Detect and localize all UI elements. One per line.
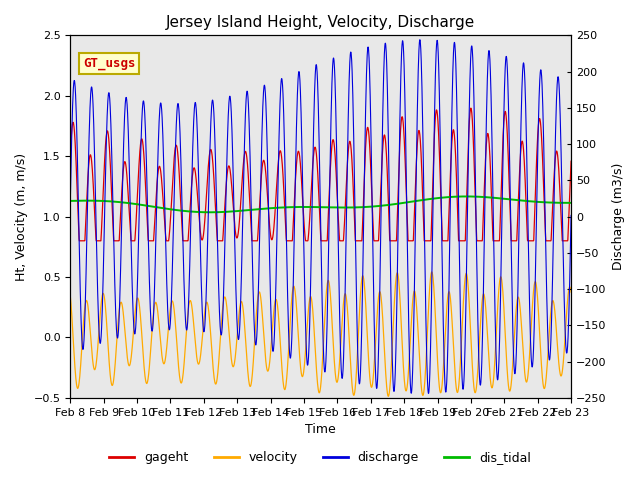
discharge xyxy=(424,391,432,396)
Line: discharge: discharge xyxy=(70,40,571,394)
discharge xyxy=(346,65,353,71)
discharge xyxy=(524,180,531,185)
dis_tidal xyxy=(346,204,354,210)
gageht xyxy=(524,231,531,237)
gageht xyxy=(346,138,354,144)
dis_tidal xyxy=(206,209,214,215)
Line: gageht: gageht xyxy=(70,108,571,241)
velocity xyxy=(385,394,392,399)
Title: Jersey Island Height, Velocity, Discharge: Jersey Island Height, Velocity, Discharg… xyxy=(166,15,476,30)
Legend: gageht, velocity, discharge, dis_tidal: gageht, velocity, discharge, dis_tidal xyxy=(104,446,536,469)
discharge xyxy=(67,200,74,206)
gageht xyxy=(335,227,343,232)
discharge xyxy=(567,213,575,218)
gageht xyxy=(206,148,214,154)
Y-axis label: Ht, Velocity (m, m/s): Ht, Velocity (m, m/s) xyxy=(15,153,28,281)
velocity xyxy=(346,342,353,348)
dis_tidal xyxy=(206,209,214,215)
velocity xyxy=(428,269,435,275)
discharge xyxy=(538,68,545,74)
Y-axis label: Discharge (m3/s): Discharge (m3/s) xyxy=(612,163,625,270)
dis_tidal xyxy=(524,198,531,204)
gageht xyxy=(567,158,575,164)
gageht xyxy=(467,105,475,111)
Line: velocity: velocity xyxy=(70,272,571,396)
dis_tidal xyxy=(335,204,343,210)
gageht xyxy=(538,128,545,134)
velocity xyxy=(538,358,545,363)
gageht xyxy=(466,110,474,116)
gageht xyxy=(67,153,74,159)
dis_tidal xyxy=(567,200,575,206)
Text: GT_usgs: GT_usgs xyxy=(83,57,135,70)
velocity xyxy=(467,320,474,325)
velocity xyxy=(335,371,342,376)
dis_tidal xyxy=(463,193,470,199)
velocity xyxy=(67,293,74,299)
dis_tidal xyxy=(467,193,474,199)
X-axis label: Time: Time xyxy=(305,423,336,436)
discharge xyxy=(416,37,424,43)
dis_tidal xyxy=(67,198,74,204)
velocity xyxy=(206,322,214,327)
Line: dis_tidal: dis_tidal xyxy=(70,196,571,212)
discharge xyxy=(206,147,214,153)
dis_tidal xyxy=(538,199,545,205)
discharge xyxy=(467,69,474,74)
gageht xyxy=(76,238,83,244)
discharge xyxy=(335,263,342,268)
velocity xyxy=(567,289,575,295)
velocity xyxy=(524,377,531,383)
